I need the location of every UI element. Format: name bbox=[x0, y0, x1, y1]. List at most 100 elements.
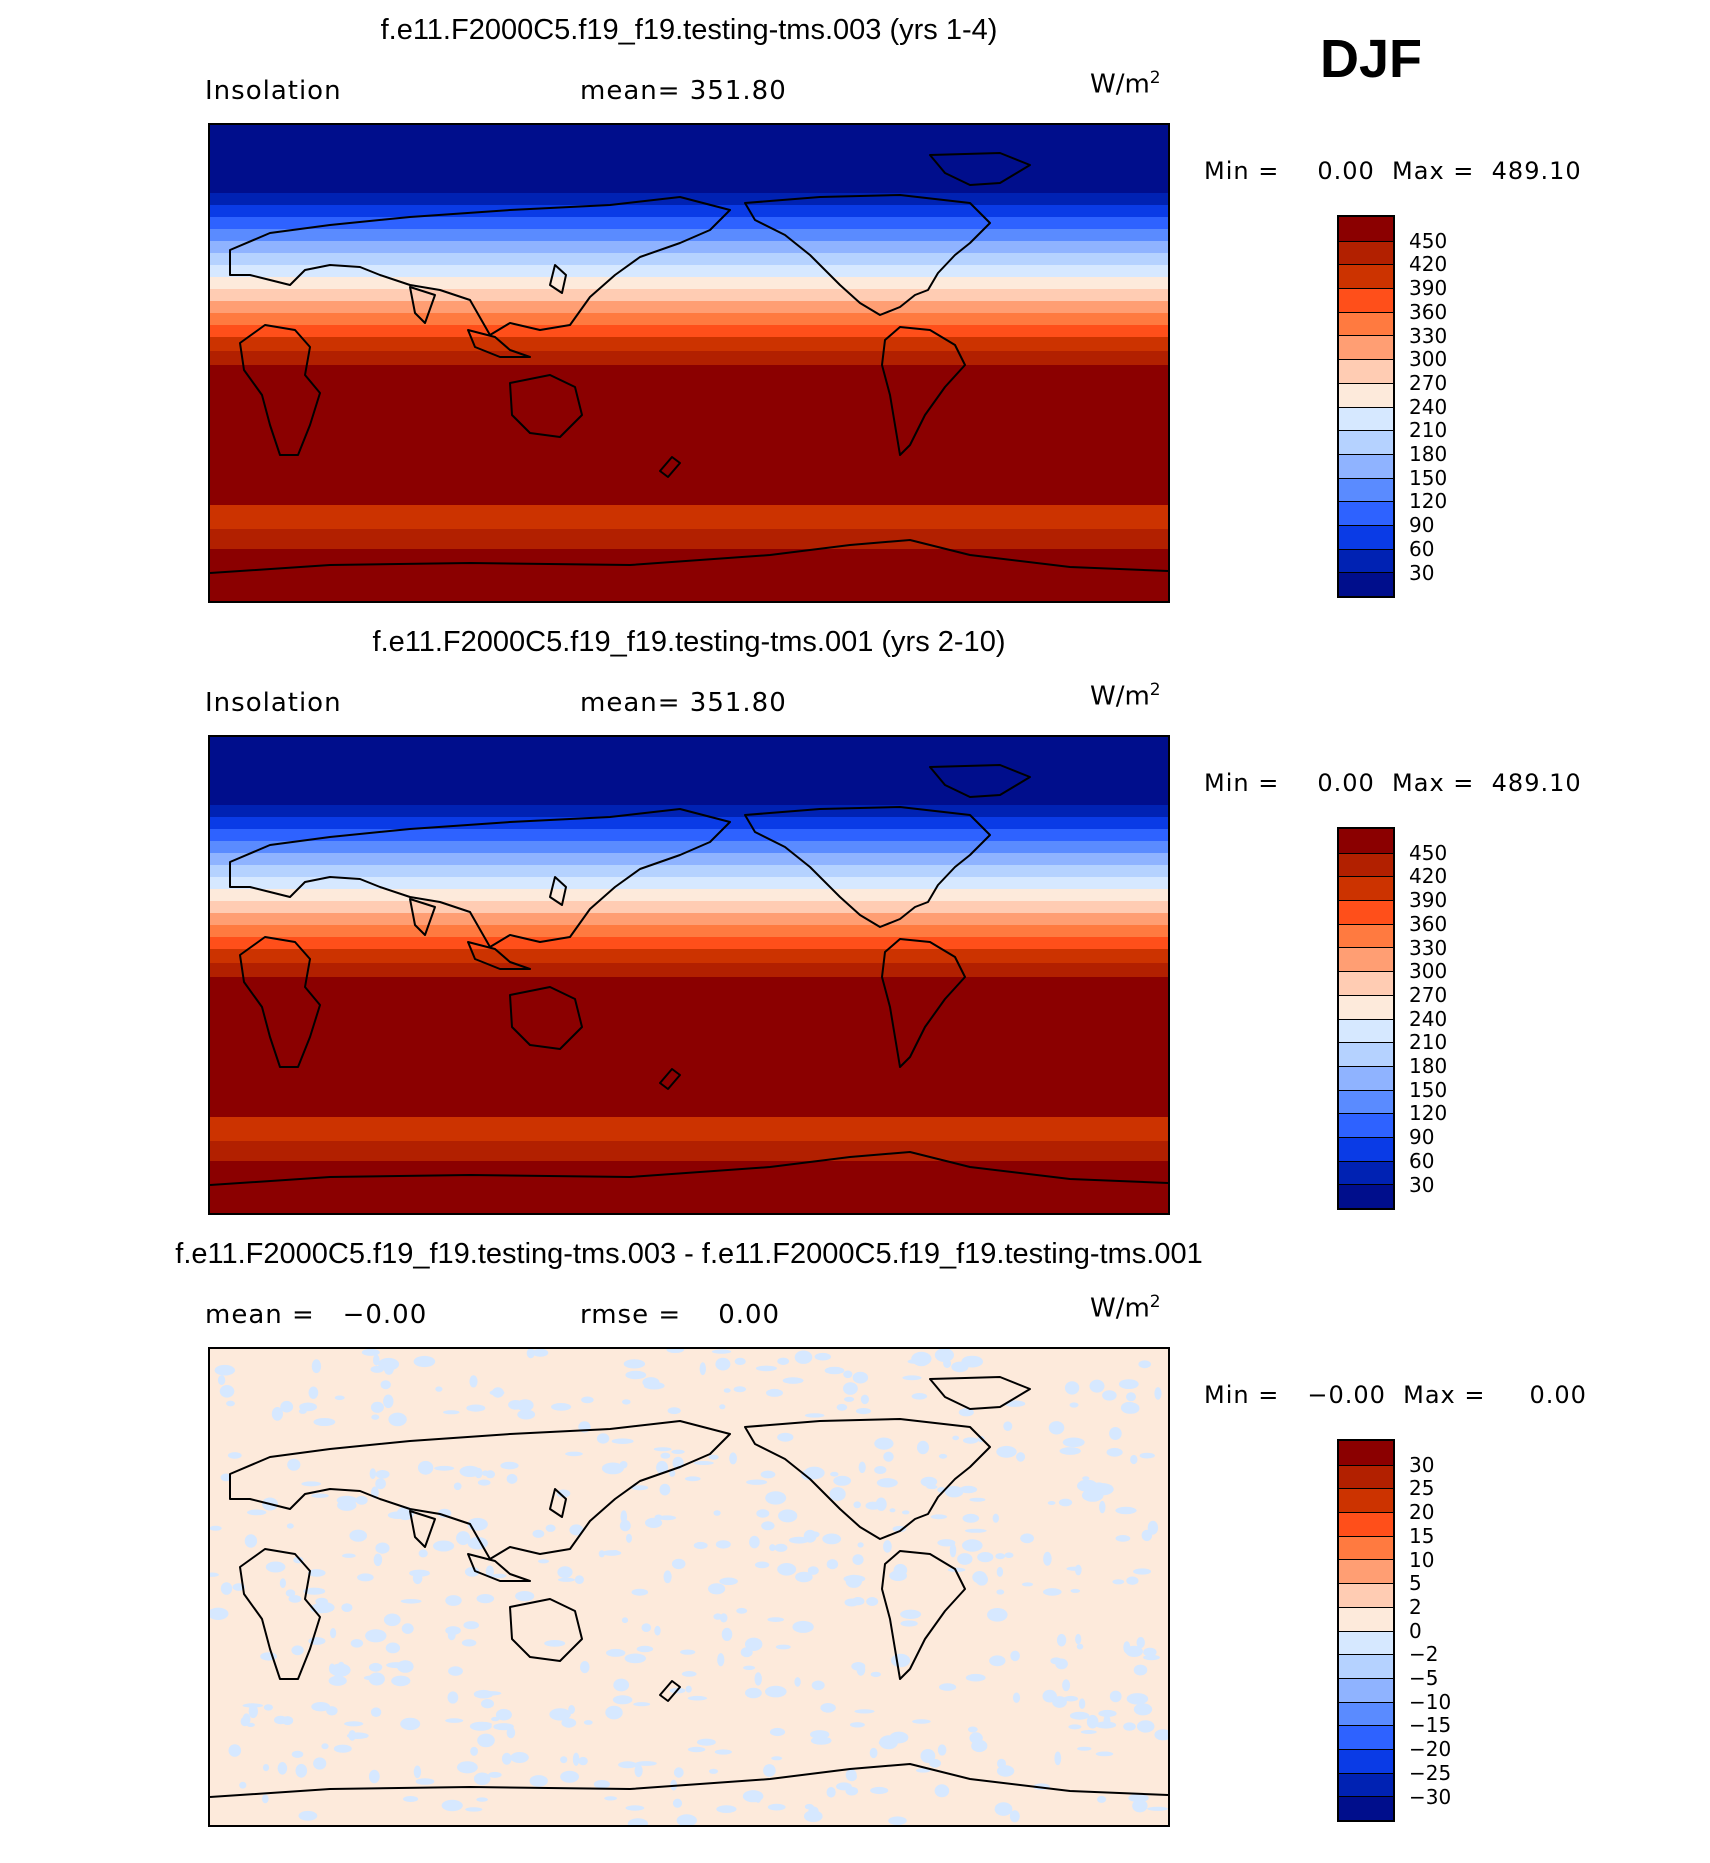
difference-speckle bbox=[653, 1447, 672, 1452]
difference-speckle bbox=[532, 1529, 545, 1538]
difference-speckle bbox=[658, 1515, 677, 1521]
difference-speckle bbox=[287, 1458, 301, 1471]
difference-speckle bbox=[830, 1471, 839, 1477]
difference-speckle bbox=[437, 1508, 452, 1518]
map-svg bbox=[210, 125, 1168, 601]
latitude-band bbox=[210, 289, 1168, 301]
difference-speckle bbox=[967, 1726, 978, 1733]
difference-speckle bbox=[663, 1570, 672, 1584]
latitude-band bbox=[210, 841, 1168, 853]
difference-speckle bbox=[219, 1385, 235, 1398]
difference-speckle bbox=[214, 1364, 235, 1376]
latitude-band bbox=[210, 549, 1168, 601]
coastline bbox=[409, 1510, 436, 1548]
difference-speckle bbox=[1021, 1582, 1034, 1587]
difference-speckle bbox=[719, 1404, 726, 1410]
difference-speckle bbox=[671, 1449, 685, 1454]
coastline bbox=[929, 1376, 1031, 1410]
latitude-band bbox=[210, 1141, 1168, 1161]
difference-speckle bbox=[804, 1413, 825, 1418]
difference-speckle bbox=[373, 1553, 383, 1567]
difference-speckle bbox=[1080, 1730, 1097, 1734]
difference-speckle bbox=[1012, 1692, 1021, 1703]
difference-speckle bbox=[388, 1412, 407, 1427]
difference-speckle bbox=[965, 1673, 986, 1682]
colorbar-box bbox=[1339, 1441, 1393, 1465]
difference-speckle bbox=[713, 1613, 723, 1620]
difference-speckle bbox=[874, 1437, 894, 1450]
difference-speckle bbox=[330, 1628, 337, 1639]
difference-speckle bbox=[743, 1665, 756, 1670]
rmse-label: rmse = 0.00 bbox=[580, 1300, 781, 1330]
coastline bbox=[229, 196, 731, 336]
difference-speckle bbox=[934, 1349, 954, 1362]
colorbar-box bbox=[1339, 971, 1393, 995]
colorbar-tick-label: 330 bbox=[1409, 935, 1448, 960]
difference-speckle bbox=[342, 1553, 356, 1558]
coastline bbox=[467, 941, 531, 970]
colorbar-tick-label: 5 bbox=[1409, 1571, 1422, 1596]
latitude-band bbox=[210, 901, 1168, 913]
difference-speckle bbox=[1042, 1689, 1057, 1703]
difference-speckle bbox=[874, 1466, 887, 1474]
difference-speckle bbox=[961, 1355, 983, 1368]
difference-speckle bbox=[333, 1744, 352, 1753]
difference-speckle bbox=[434, 1465, 455, 1471]
difference-speckle bbox=[920, 1749, 936, 1763]
difference-speckle bbox=[313, 1418, 336, 1426]
difference-speckle bbox=[361, 1349, 380, 1356]
colorbar-tick-label: 120 bbox=[1409, 1101, 1448, 1126]
difference-speckle bbox=[746, 1479, 768, 1485]
colorbar-tick-label: 450 bbox=[1409, 840, 1448, 865]
coastline bbox=[744, 806, 991, 928]
difference-speckle bbox=[349, 1529, 367, 1542]
difference-speckle bbox=[829, 1487, 846, 1502]
difference-speckle bbox=[453, 1482, 462, 1491]
difference-speckle bbox=[857, 1542, 864, 1548]
difference-speckle bbox=[755, 1365, 777, 1372]
difference-speckle bbox=[286, 1523, 294, 1529]
difference-speckle bbox=[883, 1540, 892, 1553]
difference-speckle bbox=[1132, 1799, 1148, 1813]
difference-speckle bbox=[473, 1689, 494, 1699]
latitude-band bbox=[210, 1161, 1168, 1213]
difference-speckle bbox=[826, 1559, 839, 1570]
difference-speckle bbox=[357, 1573, 374, 1582]
colorbar-box bbox=[1339, 1512, 1393, 1536]
min-max-label: Min = 0.00 Max = 489.10 bbox=[1204, 769, 1582, 797]
difference-speckle bbox=[669, 1469, 676, 1477]
difference-speckle bbox=[987, 1608, 1008, 1622]
latitude-band bbox=[210, 913, 1168, 925]
colorbar-tick-label: 90 bbox=[1409, 513, 1435, 538]
difference-speckle bbox=[824, 1366, 845, 1375]
difference-speckle bbox=[291, 1645, 304, 1656]
difference-speckle bbox=[545, 1524, 556, 1532]
difference-speckle bbox=[1115, 1506, 1137, 1515]
difference-speckle bbox=[1062, 1679, 1071, 1692]
difference-speckle bbox=[583, 1720, 593, 1725]
difference-speckle bbox=[934, 1784, 950, 1798]
colorbar-tick-label: 270 bbox=[1409, 370, 1448, 395]
coastline bbox=[409, 898, 436, 936]
latitude-band bbox=[210, 829, 1168, 841]
difference-speckle bbox=[849, 1722, 865, 1728]
colorbar-tick-label: 360 bbox=[1409, 299, 1448, 324]
difference-speckle bbox=[1020, 1533, 1034, 1544]
difference-speckle bbox=[593, 1780, 610, 1789]
difference-speckle bbox=[736, 1607, 748, 1614]
difference-speckle bbox=[634, 1764, 643, 1778]
colorbar-tick-label: 20 bbox=[1409, 1500, 1435, 1525]
difference-speckle bbox=[313, 1757, 327, 1770]
colorbar-box bbox=[1339, 335, 1393, 360]
difference-speckle bbox=[227, 1452, 242, 1459]
difference-speckle bbox=[210, 1572, 219, 1577]
difference-speckle bbox=[355, 1495, 368, 1505]
difference-speckle bbox=[756, 1509, 770, 1518]
difference-speckle bbox=[556, 1489, 571, 1498]
latitude-band bbox=[210, 277, 1168, 289]
latitude-band bbox=[210, 817, 1168, 829]
difference-speckle bbox=[794, 1350, 813, 1364]
difference-speckle bbox=[612, 1695, 633, 1705]
difference-speckle bbox=[765, 1491, 787, 1505]
difference-speckle bbox=[681, 1671, 697, 1677]
